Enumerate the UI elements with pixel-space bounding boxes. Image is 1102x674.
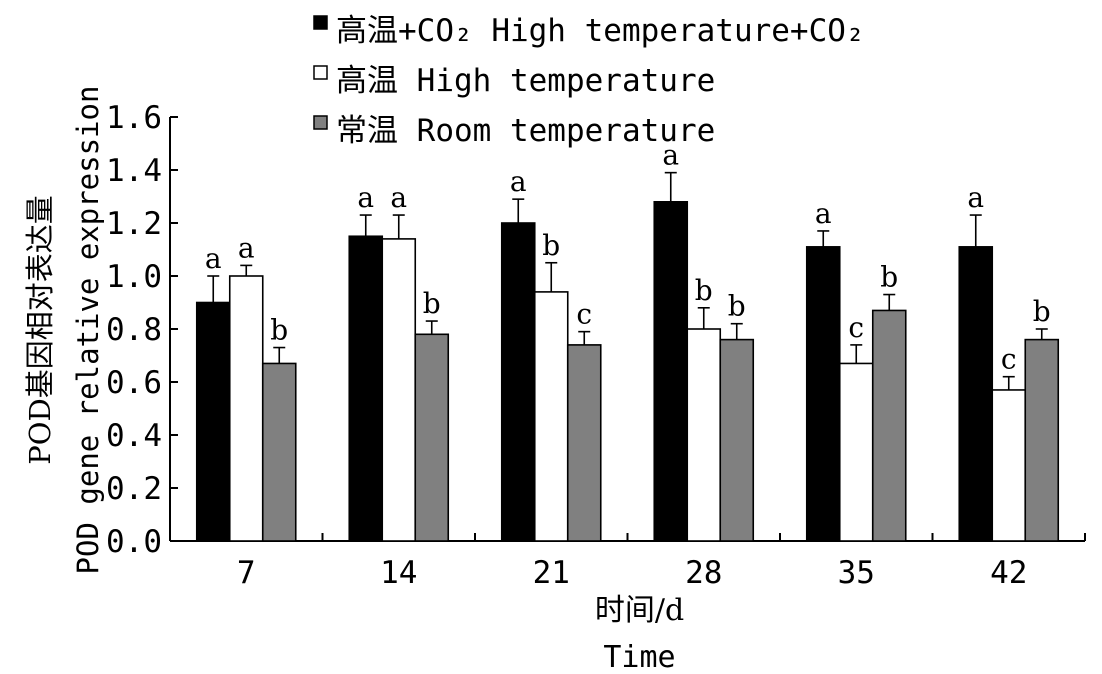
data-label: b xyxy=(1033,295,1051,328)
legend-label: 高温 High temperature xyxy=(336,63,715,99)
bar xyxy=(653,201,689,542)
y-tick-label: 0.6 xyxy=(106,365,162,401)
y-tick-label: 1.4 xyxy=(106,153,162,189)
bar xyxy=(533,291,569,542)
x-tick-label: 42 xyxy=(990,555,1027,591)
x-tick-label: 7 xyxy=(237,555,256,591)
bar xyxy=(805,246,841,542)
y-axis-title-en: POD gene relative expression xyxy=(71,86,105,575)
y-tick-label: 1.6 xyxy=(106,100,162,136)
bar xyxy=(414,333,450,542)
data-label: a xyxy=(510,165,527,198)
legend-label: 高温+CO₂ High temperature+CO₂ xyxy=(336,13,865,49)
bar xyxy=(195,301,231,542)
data-label: a xyxy=(357,181,374,214)
data-label: b xyxy=(880,261,898,294)
y-tick-label: 0.0 xyxy=(106,524,162,560)
data-label: b xyxy=(542,229,560,262)
bar xyxy=(566,344,602,542)
y-axis-title-cn: POD基因相对表达量 xyxy=(23,195,57,465)
data-label: b xyxy=(695,274,713,307)
bar xyxy=(686,328,722,542)
bar xyxy=(719,338,755,542)
x-tick-label: 21 xyxy=(533,555,570,591)
x-tick-label: 14 xyxy=(380,555,417,591)
data-label: b xyxy=(270,314,288,347)
bar xyxy=(348,235,384,542)
bar xyxy=(871,309,907,542)
data-label: c xyxy=(848,311,864,344)
data-label: c xyxy=(1001,343,1017,376)
data-label: a xyxy=(390,181,407,214)
data-label: a xyxy=(238,231,255,264)
bars xyxy=(195,171,1060,542)
bar xyxy=(991,389,1027,542)
x-tick-label: 28 xyxy=(685,555,722,591)
x-axis-title-cn: 时间/d xyxy=(595,593,684,628)
bar xyxy=(958,246,994,542)
x-axis-title-en: Time xyxy=(603,640,675,674)
axes: 0.0 0.2 0.4 0.6 0.8 1.0 1.2 1.4 1.6 7 14 21 28 35 42 时间… xyxy=(23,86,1086,674)
data-label: c xyxy=(576,298,592,331)
legend-swatch xyxy=(313,15,328,30)
data-label: a xyxy=(662,139,679,172)
y-tick-label: 0.4 xyxy=(106,418,162,454)
bar xyxy=(228,275,264,542)
bar xyxy=(1024,338,1060,542)
data-label: a xyxy=(815,197,832,230)
y-tick-label: 0.2 xyxy=(106,471,162,507)
bar xyxy=(261,362,297,542)
bar xyxy=(838,362,874,542)
legend: 高温+CO₂ High temperature+CO₂ 高温 High tempe… xyxy=(313,13,865,149)
y-tick-label: 1.0 xyxy=(106,259,162,295)
data-label: a xyxy=(967,181,984,214)
legend-swatch xyxy=(313,115,328,130)
data-label: b xyxy=(423,287,441,320)
legend-label: 常温 Room temperature xyxy=(336,113,715,149)
data-label: b xyxy=(728,290,746,323)
x-tick-label: 35 xyxy=(838,555,875,591)
bar xyxy=(381,238,417,542)
legend-swatch xyxy=(313,65,328,80)
bar xyxy=(500,222,536,542)
data-label: a xyxy=(205,242,222,275)
y-tick-label: 0.8 xyxy=(106,312,162,348)
y-tick-label: 1.2 xyxy=(106,206,162,242)
